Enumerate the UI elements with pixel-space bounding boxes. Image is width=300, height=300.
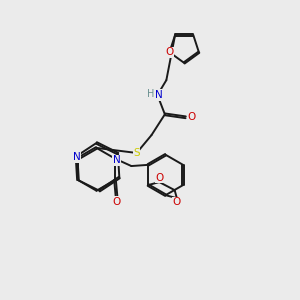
Text: S: S xyxy=(133,148,140,158)
Text: N: N xyxy=(73,152,80,162)
Text: O: O xyxy=(112,197,121,207)
Text: O: O xyxy=(155,173,164,183)
Text: N: N xyxy=(155,90,163,100)
Text: N: N xyxy=(112,155,120,165)
Text: O: O xyxy=(173,197,181,207)
Text: H: H xyxy=(147,89,155,99)
Text: O: O xyxy=(188,112,196,122)
Text: O: O xyxy=(165,47,174,57)
